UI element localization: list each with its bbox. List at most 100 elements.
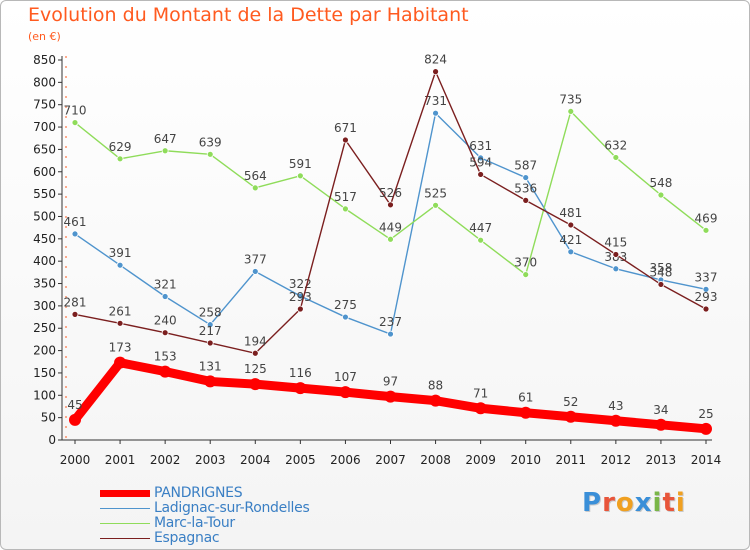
- data-point: [116, 155, 124, 163]
- data-label: 348: [649, 265, 672, 279]
- legend-swatch: [100, 508, 150, 509]
- data-point: [432, 201, 439, 209]
- x-tick-label: 2002: [150, 453, 181, 467]
- y-tick-label: 850: [33, 53, 56, 67]
- data-label: 370: [514, 256, 537, 270]
- chart-title: Evolution du Montant de la Dette par Hab…: [28, 4, 469, 26]
- data-point: [522, 196, 530, 204]
- data-point: [702, 226, 710, 234]
- x-tick-label: 2012: [601, 453, 632, 467]
- data-point: [702, 305, 710, 313]
- y-tick-label: 450: [33, 232, 56, 246]
- x-tick-label: 2007: [375, 453, 406, 467]
- y-tick-label: 300: [33, 299, 56, 313]
- proxiti-logo: Proxiti: [582, 488, 686, 518]
- data-label: 293: [695, 290, 718, 304]
- data-point: [522, 271, 530, 278]
- x-tick-label: 2003: [195, 453, 226, 467]
- data-label: 415: [604, 235, 627, 249]
- data-point: [700, 422, 712, 435]
- data-label: 481: [559, 206, 582, 220]
- data-label: 710: [64, 104, 87, 118]
- y-tick-label: 500: [33, 209, 56, 223]
- y-tick-label: 400: [33, 254, 56, 268]
- legend-label: Marc-la-Tour: [154, 515, 235, 531]
- data-label: 632: [604, 138, 627, 152]
- x-tick-label: 2008: [420, 453, 451, 467]
- data-point: [432, 109, 439, 117]
- data-point: [657, 281, 665, 288]
- data-label: 34: [653, 403, 668, 417]
- data-label: 173: [109, 341, 132, 355]
- data-label: 293: [289, 290, 312, 304]
- x-tick-label: 2005: [285, 453, 316, 467]
- data-label: 639: [199, 135, 222, 149]
- y-tick-label: 50: [41, 411, 56, 425]
- x-tick-label: 2001: [105, 453, 136, 467]
- data-point: [116, 319, 124, 327]
- x-tick-label: 2006: [330, 453, 361, 467]
- data-label: 461: [64, 215, 87, 229]
- x-tick-label: 2009: [465, 453, 496, 467]
- data-point: [251, 268, 259, 275]
- data-label: 731: [424, 94, 447, 108]
- y-tick-label: 200: [33, 344, 56, 358]
- data-point: [161, 147, 169, 155]
- data-point: [114, 356, 127, 369]
- legend-label: PANDRIGNES: [154, 485, 243, 501]
- data-point: [342, 136, 349, 144]
- data-point: [477, 236, 485, 244]
- data-point: [159, 365, 172, 378]
- data-point: [567, 221, 575, 229]
- data-point: [432, 68, 439, 76]
- data-point: [567, 108, 575, 115]
- data-point: [702, 285, 710, 293]
- y-tick-label: 550: [33, 187, 56, 201]
- data-point: [342, 205, 349, 213]
- data-label: 52: [563, 395, 578, 409]
- legend-label: Ladignac-sur-Rondelles: [154, 500, 310, 516]
- data-point: [206, 321, 214, 329]
- data-label: 647: [154, 132, 177, 146]
- data-point: [654, 418, 667, 431]
- data-label: 240: [154, 314, 177, 328]
- data-label: 421: [559, 233, 582, 247]
- data-point: [519, 406, 532, 419]
- data-label: 449: [379, 220, 402, 234]
- data-label: 97: [383, 375, 398, 389]
- data-point: [251, 184, 259, 192]
- data-label: 61: [518, 391, 533, 405]
- data-label: 237: [379, 315, 402, 329]
- data-label: 629: [109, 140, 132, 154]
- data-label: 391: [109, 246, 132, 260]
- data-point: [296, 172, 304, 180]
- series-line-3: [74, 70, 707, 354]
- data-point: [474, 402, 487, 415]
- data-point: [204, 375, 217, 388]
- data-point: [69, 413, 81, 426]
- y-tick-label: 650: [33, 142, 56, 156]
- data-label: 25: [698, 407, 713, 421]
- data-label: 671: [334, 121, 357, 135]
- data-label: 125: [244, 362, 267, 376]
- chart-subtitle: (en €): [28, 30, 61, 43]
- data-point: [71, 230, 79, 238]
- data-label: 258: [199, 306, 222, 320]
- x-tick-label: 2014: [691, 453, 722, 467]
- data-label: 735: [559, 92, 582, 106]
- data-label: 469: [695, 211, 718, 225]
- data-label: 536: [514, 181, 537, 195]
- legend-label: Espagnac: [154, 530, 220, 546]
- data-label: 594: [469, 155, 492, 169]
- data-label: 447: [469, 221, 492, 235]
- data-point: [384, 390, 397, 403]
- legend-swatch: [100, 490, 150, 497]
- data-label: 107: [334, 370, 357, 384]
- data-label: 548: [649, 176, 672, 190]
- data-point: [612, 265, 620, 273]
- legend-swatch: [100, 523, 150, 524]
- x-tick-label: 2011: [556, 453, 587, 467]
- data-point: [294, 382, 307, 395]
- y-tick-label: 700: [33, 120, 56, 134]
- data-label: 358: [649, 261, 672, 275]
